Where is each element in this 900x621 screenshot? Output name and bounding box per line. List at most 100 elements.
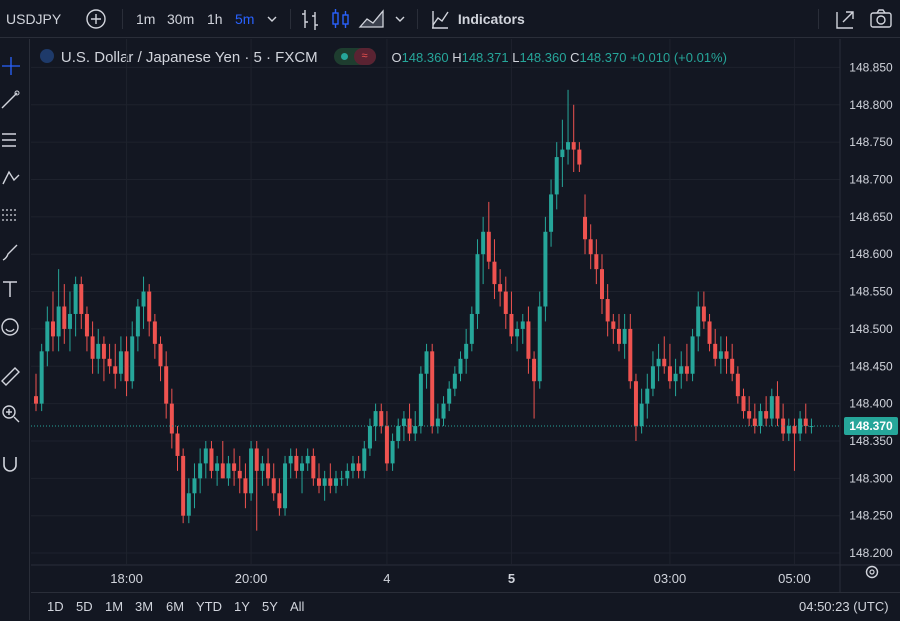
patterns-icon[interactable] bbox=[0, 167, 22, 189]
candle bbox=[724, 336, 729, 374]
candle bbox=[509, 291, 514, 344]
range-1d[interactable]: 1D bbox=[47, 599, 64, 614]
candle bbox=[215, 455, 220, 486]
candle bbox=[662, 336, 667, 374]
candle bbox=[696, 291, 701, 352]
candle-body bbox=[164, 366, 169, 404]
candle-body bbox=[747, 411, 752, 419]
emoji-icon[interactable] bbox=[0, 316, 22, 338]
candle bbox=[373, 403, 378, 441]
candle-body bbox=[616, 328, 621, 344]
candle bbox=[622, 313, 627, 359]
utc-clock[interactable]: 04:50:23 (UTC) bbox=[799, 599, 889, 614]
candle bbox=[237, 455, 242, 494]
range-all[interactable]: All bbox=[290, 599, 305, 614]
candle bbox=[741, 388, 746, 419]
candle bbox=[447, 381, 452, 412]
interval-1m[interactable]: 1m bbox=[136, 11, 156, 27]
range-3m[interactable]: 3M bbox=[135, 599, 154, 614]
candle-chart-type-button[interactable] bbox=[330, 0, 352, 38]
candle bbox=[118, 336, 123, 382]
y-tick-label: 148.300 bbox=[849, 471, 893, 485]
candle-body bbox=[350, 463, 355, 471]
crosshair-icon[interactable] bbox=[0, 55, 22, 77]
candle bbox=[418, 366, 423, 434]
area-chart-type-button[interactable] bbox=[358, 0, 386, 38]
expand-icon bbox=[836, 11, 854, 29]
compare-symbol-button[interactable] bbox=[84, 0, 108, 38]
interval-1h[interactable]: 1h bbox=[207, 11, 223, 27]
fullscreen-button[interactable] bbox=[833, 0, 855, 38]
range-1y[interactable]: 1Y bbox=[234, 599, 250, 614]
candle-body bbox=[498, 284, 503, 292]
symbol-search[interactable]: USDJPY bbox=[6, 11, 62, 27]
candle-body bbox=[96, 343, 101, 359]
plus-circle-icon bbox=[86, 9, 106, 29]
candle-body bbox=[135, 306, 140, 337]
fib-retracement-icon[interactable] bbox=[0, 129, 22, 151]
last-price-tag-label: 148.370 bbox=[849, 419, 893, 433]
indicators-icon bbox=[432, 11, 449, 29]
candle-body bbox=[583, 216, 588, 240]
prediction-icon[interactable] bbox=[0, 204, 22, 226]
candle-body bbox=[430, 351, 435, 427]
candle bbox=[486, 201, 491, 270]
candle bbox=[764, 396, 769, 427]
market-open-dot bbox=[340, 52, 348, 60]
candle bbox=[701, 291, 706, 329]
candle-body bbox=[198, 463, 203, 479]
candle bbox=[367, 418, 372, 456]
y-tick-label: 148.550 bbox=[849, 285, 893, 299]
ruler-icon[interactable] bbox=[0, 364, 22, 386]
candle bbox=[690, 328, 695, 382]
interval-5m[interactable]: 5m bbox=[235, 11, 255, 27]
candle-body bbox=[345, 470, 350, 479]
price-axis[interactable]: 148.850 148.800 148.750 148.700 148.650 148.6… bbox=[839, 39, 893, 592]
market-status-badge[interactable]: ≈ bbox=[333, 47, 376, 65]
candle-body bbox=[566, 142, 571, 150]
snapshot-button[interactable] bbox=[869, 0, 893, 38]
range-ytd[interactable]: YTD bbox=[196, 599, 222, 614]
candle-body bbox=[730, 358, 735, 374]
candle bbox=[311, 448, 316, 486]
candle-body bbox=[458, 358, 463, 374]
candle-body bbox=[554, 157, 559, 195]
candle-body bbox=[741, 396, 746, 412]
chevron-down-icon bbox=[267, 16, 277, 22]
symbol-title: U.S. Dollar / Japanese Yen · 5 · FXCM bbox=[60, 49, 318, 66]
settings-gear-button[interactable] bbox=[865, 565, 879, 579]
candle bbox=[79, 276, 84, 329]
candle bbox=[667, 343, 672, 389]
candle bbox=[571, 104, 576, 173]
magnet-icon[interactable] bbox=[0, 453, 22, 475]
range-5d[interactable]: 5D bbox=[76, 599, 93, 614]
candle bbox=[492, 239, 497, 300]
trend-line-icon[interactable] bbox=[0, 89, 22, 111]
range-6m[interactable]: 6M bbox=[166, 599, 185, 614]
candle bbox=[458, 351, 463, 382]
text-icon[interactable] bbox=[0, 278, 22, 300]
candle-body bbox=[469, 313, 474, 344]
interval-30m[interactable]: 30m bbox=[167, 11, 195, 27]
bar-chart-type-button[interactable] bbox=[300, 0, 322, 38]
candle-body bbox=[803, 418, 808, 427]
candle-body bbox=[266, 463, 271, 479]
indicators-button[interactable]: Indicators bbox=[430, 0, 525, 38]
candle-body bbox=[288, 455, 293, 464]
chart-type-dropdown[interactable] bbox=[394, 0, 406, 38]
candle-body bbox=[152, 321, 157, 344]
y-tick-label: 148.600 bbox=[849, 247, 893, 261]
last-price-tag-bg bbox=[844, 417, 898, 436]
price-chart[interactable]: 148.850 148.800 148.750 148.700 148.650 148.6… bbox=[31, 39, 900, 592]
time-axis[interactable]: 18:00 20:00 4 5 03:00 05:00 bbox=[31, 564, 900, 586]
interval-dropdown[interactable] bbox=[266, 0, 278, 38]
candle bbox=[175, 426, 180, 471]
range-5y[interactable]: 5Y bbox=[262, 599, 278, 614]
brush-icon[interactable] bbox=[0, 241, 22, 263]
y-tick-label: 148.650 bbox=[849, 210, 893, 224]
candle bbox=[243, 463, 248, 509]
candle bbox=[758, 403, 763, 434]
y-tick-label: 148.200 bbox=[849, 546, 893, 560]
zoom-in-icon[interactable] bbox=[0, 403, 22, 425]
range-1m[interactable]: 1M bbox=[105, 599, 124, 614]
